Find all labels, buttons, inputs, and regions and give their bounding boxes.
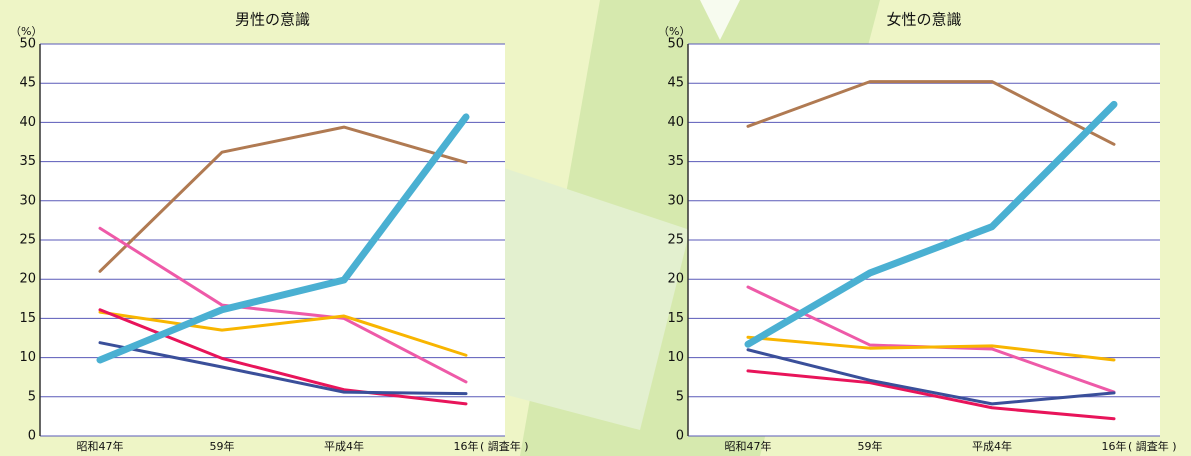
data-line	[746, 80, 1116, 146]
y-tick-label: 40	[667, 115, 684, 130]
y-tick-label: 5	[28, 389, 36, 404]
y-tick-label: 0	[28, 429, 36, 444]
x-axis-label: ( 調査年 )	[480, 439, 529, 453]
y-tick-label: 45	[667, 76, 684, 91]
decoration	[450, 160, 690, 430]
data-line	[96, 113, 470, 364]
data-line	[746, 369, 1116, 421]
data-line	[98, 226, 468, 384]
data-line	[746, 348, 1116, 406]
data-line	[98, 125, 468, 273]
decoration	[700, 0, 740, 40]
chart-title: 女性の意識	[886, 11, 961, 29]
x-tick-label: 16年	[1102, 439, 1127, 453]
x-tick-label: 昭和47年	[725, 439, 772, 453]
y-axis-label: （%）	[10, 25, 42, 38]
y-tick-label: 25	[667, 233, 684, 248]
y-tick-label: 0	[676, 429, 684, 444]
y-tick-label: 20	[19, 272, 36, 287]
y-tick-label: 20	[667, 272, 684, 287]
chart-title: 男性の意識	[235, 11, 310, 29]
y-tick-label: 30	[667, 193, 684, 208]
x-axis-label: ( 調査年 )	[1128, 439, 1177, 453]
y-tick-label: 25	[19, 233, 36, 248]
y-tick-label: 15	[19, 311, 36, 326]
x-tick-label: 16年	[454, 439, 479, 453]
x-tick-label: 昭和47年	[77, 439, 124, 453]
y-tick-label: 5	[676, 389, 684, 404]
x-tick-label: 平成4年	[972, 439, 1012, 453]
data-line	[98, 341, 468, 396]
y-tick-label: 50	[667, 37, 684, 52]
x-tick-label: 平成4年	[324, 439, 364, 453]
data-line	[744, 100, 1118, 348]
y-tick-label: 45	[19, 76, 36, 91]
data-line	[98, 310, 468, 357]
x-tick-label: 59年	[858, 439, 883, 453]
y-tick-label: 35	[667, 154, 684, 169]
y-tick-label: 10	[667, 350, 684, 365]
data-line	[746, 335, 1116, 362]
y-tick-label: 35	[19, 154, 36, 169]
y-tick-label: 10	[19, 350, 36, 365]
y-tick-label: 15	[667, 311, 684, 326]
y-axis-label: （%）	[658, 25, 690, 38]
y-tick-label: 40	[19, 115, 36, 130]
y-tick-label: 50	[19, 37, 36, 52]
x-tick-label: 59年	[210, 439, 235, 453]
y-tick-label: 30	[19, 193, 36, 208]
